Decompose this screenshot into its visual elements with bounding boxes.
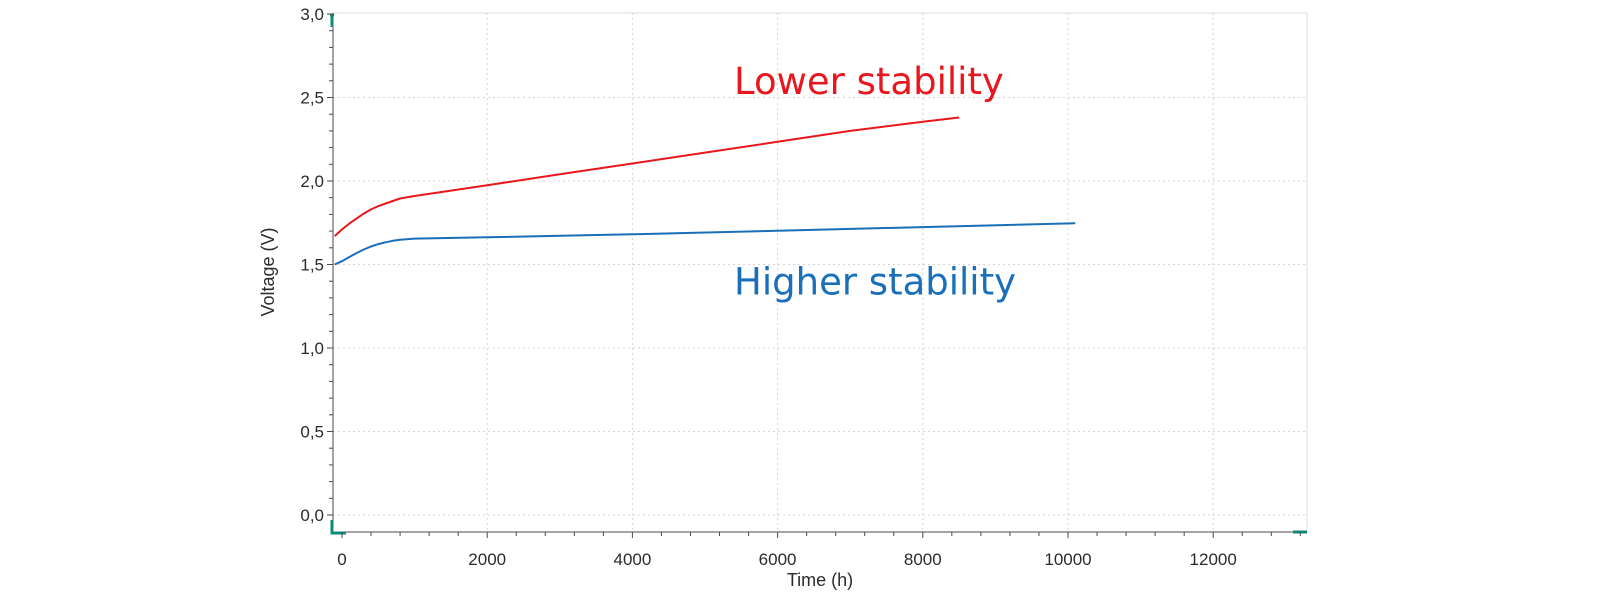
series-line-1 (334, 222, 1076, 266)
y-tick-label: 1,5 (300, 256, 324, 275)
tick-labels: 0 2000 4000 6000 8000 10000 12000 0,0 0,5 1,0 1,5 2… (300, 5, 1236, 569)
annotation-higher-stability: Higher stability (734, 261, 1016, 304)
y-tick-label: 3,0 (300, 5, 324, 24)
x-tick-label: 8000 (904, 550, 942, 569)
x-tick-label: 2000 (468, 550, 506, 569)
y-tick-label: 0,5 (300, 423, 324, 442)
axis-start-marker (330, 13, 334, 27)
x-tick-label: 10000 (1044, 550, 1091, 569)
axes (327, 13, 1307, 538)
x-tick-label: 12000 (1190, 550, 1237, 569)
y-axis-title: Voltage (V) (258, 227, 278, 316)
y-tick-label: 1,0 (300, 339, 324, 358)
x-axis-title: Time (h) (787, 570, 853, 590)
x-tick-label: 6000 (759, 550, 797, 569)
x-tick-label: 4000 (613, 550, 651, 569)
y-tick-label: 0,0 (300, 506, 324, 525)
axis-origin-marker (330, 520, 346, 535)
series-lines (334, 116, 1076, 266)
annotation-lower-stability: Lower stability (734, 60, 1004, 103)
x-tick-label: 0 (337, 550, 346, 569)
series-line-0 (334, 116, 960, 237)
y-tick-label: 2,0 (300, 172, 324, 191)
y-tick-label: 2,5 (300, 89, 324, 108)
